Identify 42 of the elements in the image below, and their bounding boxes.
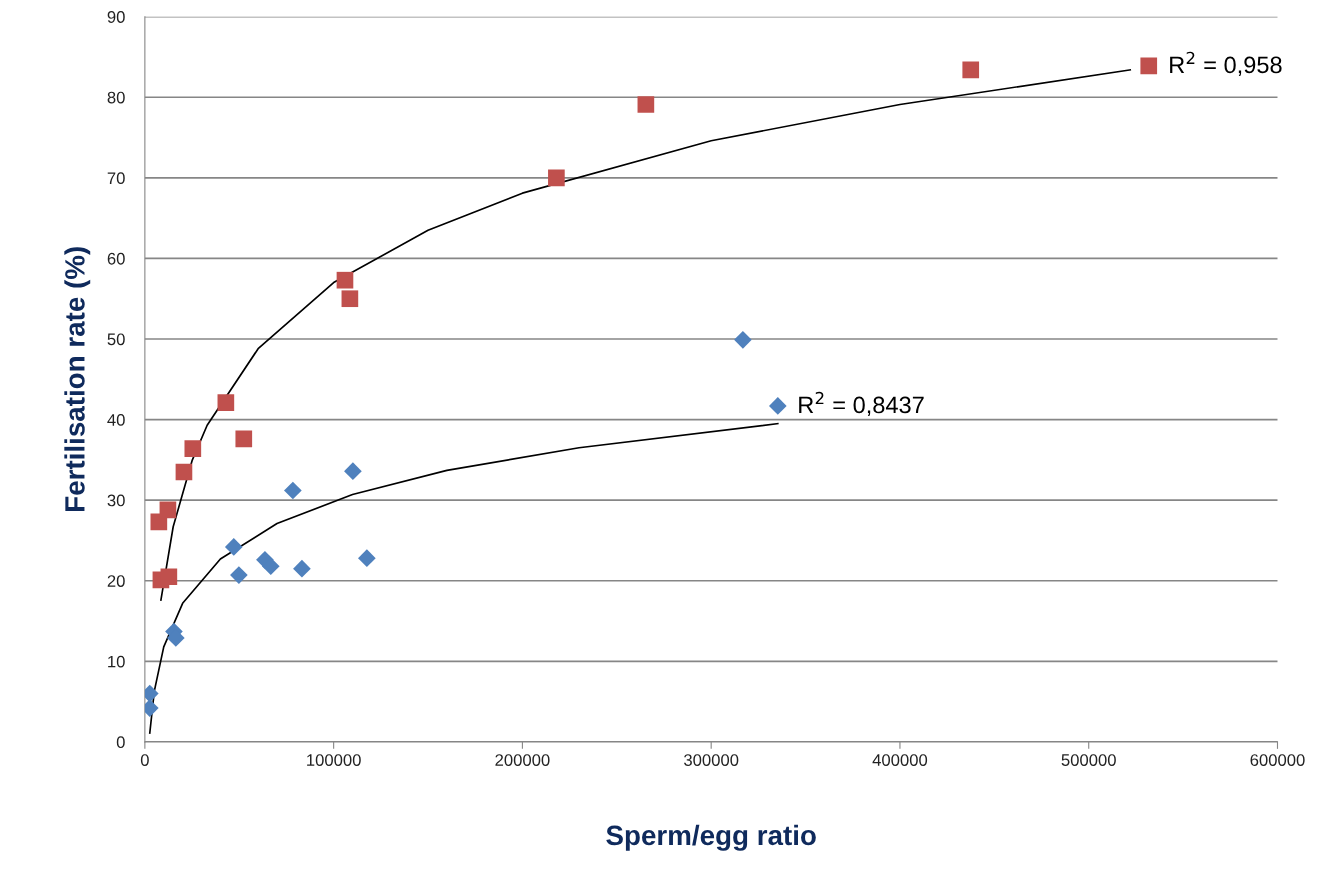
y-tick-label: 50 [107, 333, 125, 346]
point [1140, 57, 1158, 75]
x-axis-title: Sperm/egg ratio [606, 824, 816, 851]
point [293, 559, 311, 578]
x-tick-label: 200000 [495, 754, 550, 766]
x-tick-label: 0 [140, 754, 149, 766]
point [175, 463, 193, 481]
y-tick-label: 20 [107, 575, 125, 587]
point [358, 549, 376, 568]
y-tick-label: 90 [107, 11, 125, 23]
x-tick-label: 300000 [684, 754, 739, 766]
y-tick-label: 30 [107, 494, 125, 507]
annotation: R$^{2}$ = 0,958 [1170, 51, 1282, 77]
y-axis-title: Fertilisation rate (%) [64, 247, 91, 511]
y-tick-label: 60 [107, 252, 125, 265]
point [235, 430, 253, 448]
point [224, 538, 243, 556]
y-tick-label: 70 [107, 172, 125, 185]
y-tick-label: 40 [107, 413, 125, 426]
x-tick-label: 600000 [1250, 754, 1305, 766]
point [637, 96, 655, 113]
x-tick-label: 100000 [307, 754, 361, 766]
point [217, 394, 235, 411]
point [160, 568, 178, 586]
point [548, 169, 565, 187]
point [344, 462, 362, 480]
y-tick-label: 0 [116, 736, 125, 749]
annotation: R$^{2}$ = 0,8437 [799, 391, 924, 417]
point [341, 290, 359, 308]
line-series [160, 69, 1132, 601]
y-tick-label: 80 [107, 91, 125, 104]
point [336, 271, 354, 289]
point [184, 440, 202, 457]
x-tick-label: 400000 [872, 754, 928, 766]
point [230, 566, 248, 584]
point [734, 330, 752, 349]
point [159, 501, 177, 519]
x-tick-label: 500000 [1061, 754, 1116, 766]
point [768, 397, 787, 415]
point [962, 61, 980, 79]
point [284, 481, 302, 500]
y-tick-label: 10 [108, 655, 125, 668]
